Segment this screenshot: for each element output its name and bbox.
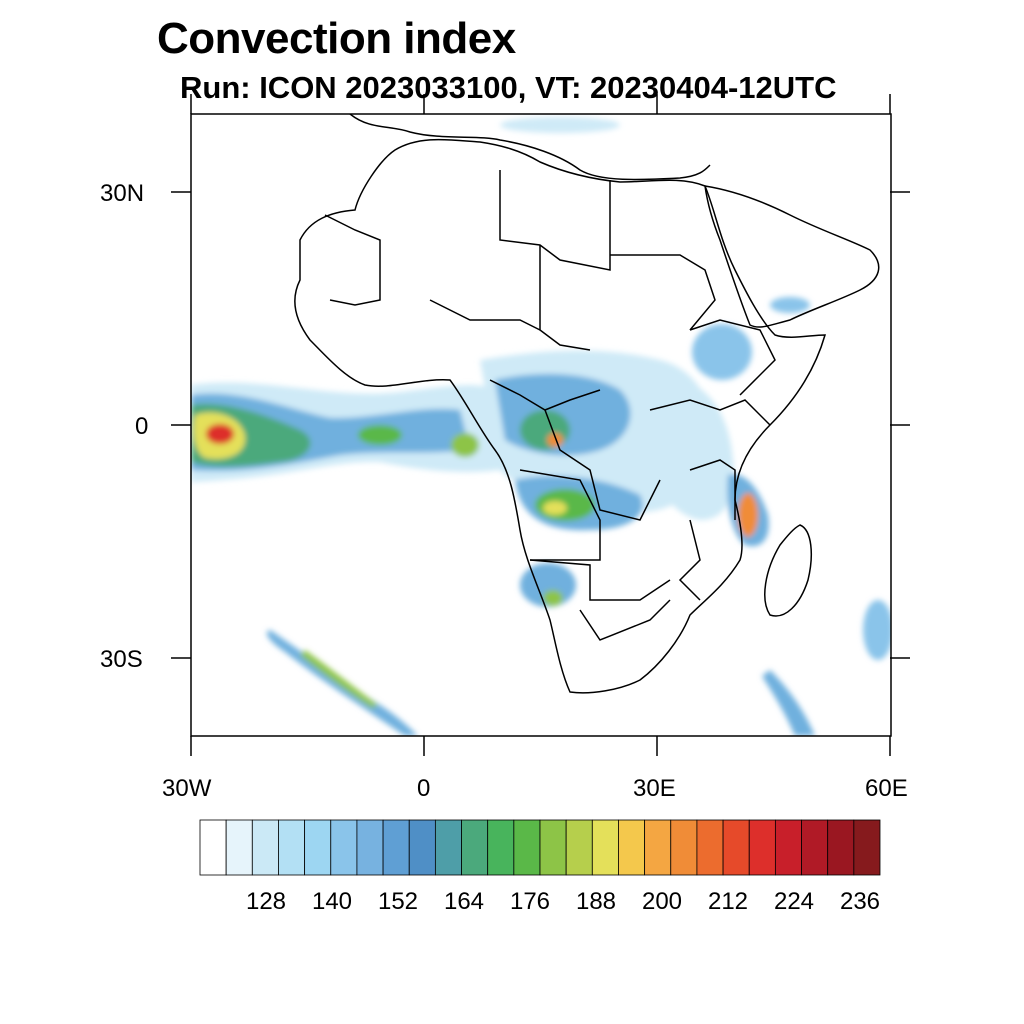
colorbar-box xyxy=(199,819,227,876)
colorbar xyxy=(199,819,881,876)
colorbar-box xyxy=(748,819,776,876)
colorbar-box xyxy=(225,819,253,876)
field-east-edge xyxy=(863,600,891,660)
coast-mediterranean xyxy=(349,114,711,181)
field-angola-yellow xyxy=(543,501,567,515)
field-namibia-green xyxy=(543,590,563,606)
colorbar-box xyxy=(670,819,698,876)
colorbar-box xyxy=(461,819,489,876)
colorbar-label: 188 xyxy=(575,888,617,915)
border-namibia-botswana xyxy=(529,559,671,601)
lat-tick-0: 0 xyxy=(135,413,149,440)
border-south-africa xyxy=(579,599,671,641)
field-arabia-blue xyxy=(770,297,810,313)
map-title: Convection index xyxy=(157,14,516,63)
border-ethiopia xyxy=(689,319,776,396)
colorbar-label: 176 xyxy=(509,888,551,915)
colorbar-box xyxy=(382,819,410,876)
field-atlantic-green-3 xyxy=(451,433,479,457)
colorbar-label: 236 xyxy=(839,888,881,915)
colorbar-label: 152 xyxy=(377,888,419,915)
colorbar-box xyxy=(801,819,829,876)
map-subtitle: Run: ICON 2023033100, VT: 20230404-12UTC xyxy=(180,70,837,105)
colorbar-box xyxy=(434,819,462,876)
colorbar-box xyxy=(853,819,881,876)
colorbar-box xyxy=(722,819,750,876)
colorbar-box xyxy=(827,819,855,876)
border-drc xyxy=(544,409,661,521)
colorbar-box xyxy=(591,819,619,876)
colorbar-label: 224 xyxy=(773,888,815,915)
colorbar-label: 200 xyxy=(641,888,683,915)
colorbar-box xyxy=(565,819,593,876)
colorbar-box xyxy=(618,819,646,876)
field-south-atlantic-front-green xyxy=(300,650,378,708)
colorbar-label: 128 xyxy=(245,888,287,915)
field-north-edge xyxy=(500,117,620,133)
field-east-africa-light xyxy=(645,377,734,520)
colorbar-box xyxy=(513,819,541,876)
coastlines xyxy=(294,114,880,694)
field-atlantic-core-red xyxy=(206,424,234,444)
colorbar-box xyxy=(774,819,802,876)
colorbar-box xyxy=(487,819,515,876)
field-atlantic-green-2 xyxy=(358,425,402,445)
colorbar-label: 140 xyxy=(311,888,353,915)
border-tanzania xyxy=(689,459,736,520)
lon-tick-30w: 30W xyxy=(162,775,212,802)
coast-madagascar xyxy=(764,524,813,617)
border-east-africa xyxy=(649,399,771,426)
border-chad xyxy=(539,245,591,351)
field-ethiopia-blue xyxy=(692,324,752,380)
colorbar-box xyxy=(408,819,436,876)
axis-ticks xyxy=(171,94,910,756)
colorbar-box xyxy=(251,819,279,876)
colorbar-box xyxy=(644,819,672,876)
lon-tick-60e: 60E xyxy=(865,775,908,802)
field-tanzania-orange xyxy=(738,493,758,537)
convection-field xyxy=(191,117,891,736)
field-indian-ocean-front xyxy=(762,670,815,736)
border-niger-nigeria xyxy=(429,299,541,331)
field-congo-core-orange xyxy=(547,433,563,447)
border-sahel xyxy=(324,214,381,306)
border-libya-egypt xyxy=(499,170,611,271)
lat-tick-30n: 30N xyxy=(100,180,145,207)
colorbar-label: 164 xyxy=(443,888,485,915)
colorbar-box xyxy=(330,819,358,876)
border-mozambique xyxy=(678,519,701,601)
border-sudan xyxy=(610,254,716,331)
lat-tick-30s: 30S xyxy=(100,646,143,673)
coast-arabia xyxy=(704,185,880,328)
colorbar-box xyxy=(539,819,567,876)
lon-tick-30e: 30E xyxy=(633,775,676,802)
lon-tick-0: 0 xyxy=(417,775,431,802)
colorbar-label: 212 xyxy=(707,888,749,915)
colorbar-box xyxy=(278,819,306,876)
border-angola xyxy=(519,469,601,561)
colorbar-box xyxy=(696,819,724,876)
colorbar-box xyxy=(304,819,332,876)
field-congo-core-green xyxy=(520,410,570,450)
colorbar-box xyxy=(356,819,384,876)
